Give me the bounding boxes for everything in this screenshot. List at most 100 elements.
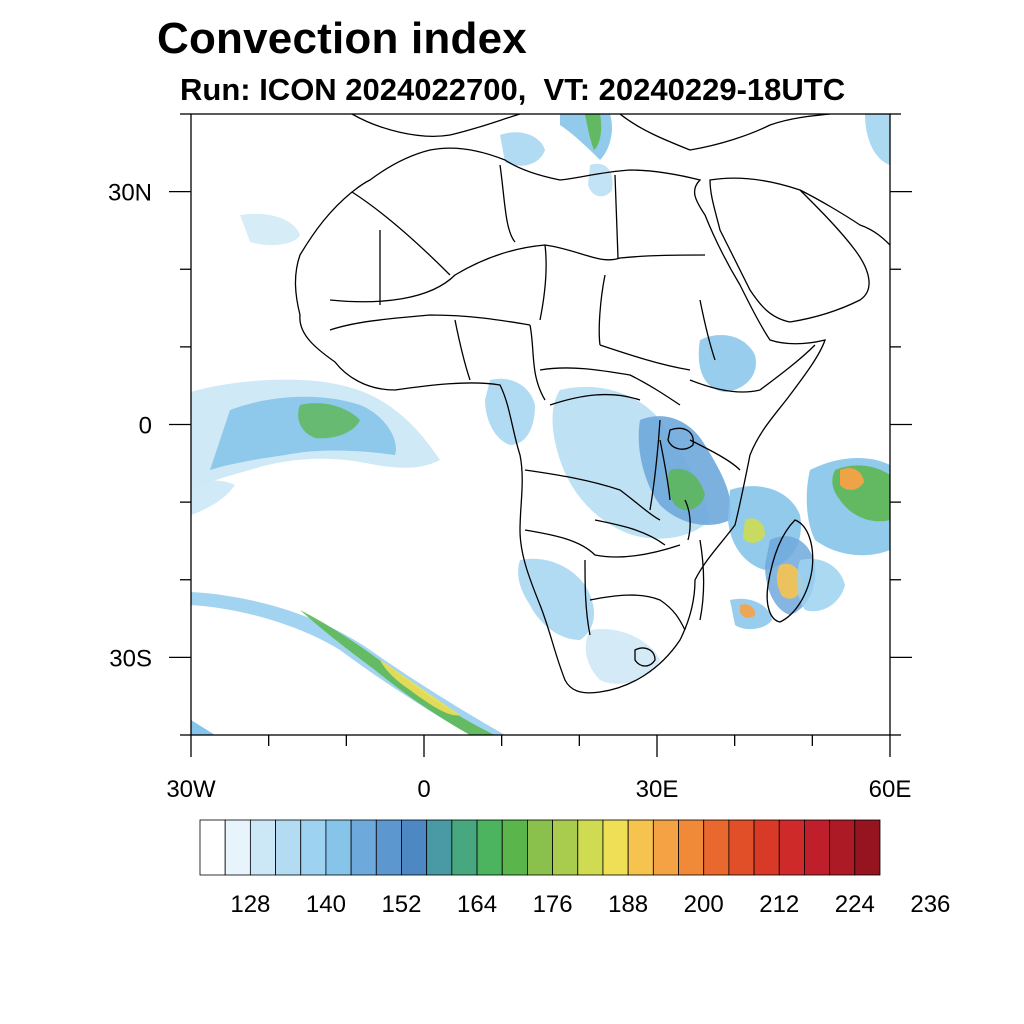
convection-area-south-africa-east [585, 629, 660, 684]
colorbar-swatch [804, 819, 831, 876]
border-tanzania [689, 439, 741, 471]
colorbar-label: 212 [759, 891, 799, 918]
colorbar-swatch [652, 819, 679, 876]
colorbar-swatch [350, 819, 377, 876]
convection-area-atlantic-green [298, 403, 360, 439]
colorbar-swatch [375, 819, 402, 876]
colorbar-label: 140 [306, 891, 346, 918]
border-drc-north [549, 393, 641, 406]
border-botswana [589, 594, 686, 631]
convection-area-nw-africa [240, 213, 300, 246]
colorbar-swatch [476, 819, 503, 876]
gulf-coastline [799, 189, 890, 246]
colorbar-swatch [678, 819, 705, 876]
colorbar-label: 236 [910, 891, 950, 918]
border-niger-chad [539, 244, 547, 321]
colorbar-swatch [753, 819, 780, 876]
colorbar-swatch [778, 819, 805, 876]
chart-title: Convection index [157, 14, 527, 63]
lat-tick-label: 0 [139, 413, 152, 440]
border-algeria-libya [499, 164, 516, 243]
colorbar-swatch [199, 819, 226, 876]
border-mozambique [699, 539, 705, 621]
colorbar-label: 152 [381, 891, 421, 918]
border-angola [524, 529, 681, 558]
convection-area-med-green [585, 114, 602, 150]
axis-ticks [169, 113, 912, 757]
colorbar-swatch [451, 819, 478, 876]
convection-area-libya [588, 163, 613, 197]
colorbar-swatch [426, 819, 453, 876]
border-zambia [594, 519, 666, 546]
border-morocco-algeria [351, 191, 451, 276]
colorbar-swatch [249, 819, 276, 876]
colorbar-swatch [703, 819, 730, 876]
colorbar-label: 128 [230, 891, 270, 918]
border-kenya-ethiopia [689, 379, 761, 393]
colorbar-label: 164 [457, 891, 497, 918]
colorbar-swatch [728, 819, 755, 876]
border-namibia [584, 559, 591, 636]
colorbar-swatch [552, 819, 579, 876]
colorbar [199, 819, 881, 876]
chart-subtitle: Run: ICON 2024022700, VT: 20240229-18UTC [180, 72, 846, 107]
colorbar-swatch [527, 819, 553, 876]
colorbar-label: 176 [533, 891, 573, 918]
convection-area-indian-ocean-peak [840, 468, 864, 490]
europe-coastline [351, 114, 521, 137]
arabia-coastline [709, 177, 870, 323]
lat-tick-label: 30S [109, 645, 152, 672]
border-ethiopia-sudan [699, 299, 716, 361]
convection-area-atlantic-patch [191, 480, 235, 515]
lesotho [634, 647, 656, 667]
axis-tick-labels: 30W 0 30E 60E 30N 0 30S [108, 180, 911, 803]
colorbar-swatch [854, 819, 881, 876]
convection-area-ne-corner [865, 114, 890, 165]
colorbar-swatch [275, 819, 302, 876]
madagascar-coastline [766, 519, 814, 623]
colorbar-swatch [224, 819, 251, 876]
convection-area-lakes-green [667, 468, 705, 511]
border-chad-sudan [598, 274, 606, 346]
convection-area-south-core [300, 610, 495, 735]
colorbar-swatch [602, 819, 629, 876]
border-drc-south [524, 469, 661, 521]
convection-area-south-band [191, 592, 505, 735]
colorbar-swatch [501, 819, 528, 876]
lake-victoria [667, 427, 694, 450]
coastlines-borders [294, 114, 890, 694]
convection-area-southern-africa [518, 558, 595, 640]
convection-area-south-peak [380, 660, 460, 716]
lon-tick-label: 60E [869, 776, 912, 803]
convection-area-ethiopia [698, 335, 756, 392]
colorbar-swatch [829, 819, 856, 876]
colorbar-label: 224 [835, 891, 875, 918]
lon-tick-label: 30E [636, 776, 679, 803]
border-cameroon [529, 324, 546, 401]
colorbar-labels: 128 140 152 164 176 188 200 212 224 236 [230, 891, 950, 918]
africa-coastline [294, 147, 826, 694]
colorbar-swatch [300, 819, 327, 876]
convection-area-gulf-guinea [485, 378, 535, 445]
colorbar-label: 188 [608, 891, 648, 918]
border-nigeria [454, 319, 471, 381]
border-libya-egypt [614, 174, 619, 259]
convection-area-channel-peak [743, 518, 765, 543]
convection-area-madagascar-peak [776, 563, 803, 599]
convection-area-tunisia [500, 132, 545, 166]
lat-tick-label: 30N [108, 180, 152, 207]
lake-malawi [684, 499, 691, 541]
convection-area-sw-corner [191, 720, 215, 735]
colorbar-swatch [325, 819, 352, 876]
convection-area-indian-ocean-south [796, 558, 845, 612]
lake-tanganyika [659, 439, 671, 501]
border-somalia [759, 344, 816, 391]
europe-coastline-east [619, 114, 831, 151]
convection-area-south-madagascar-peak [740, 604, 756, 618]
convection-area-mediterranean [560, 114, 612, 160]
colorbar-label: 200 [684, 891, 724, 918]
border-car [539, 367, 681, 406]
colorbar-swatch [577, 819, 604, 876]
